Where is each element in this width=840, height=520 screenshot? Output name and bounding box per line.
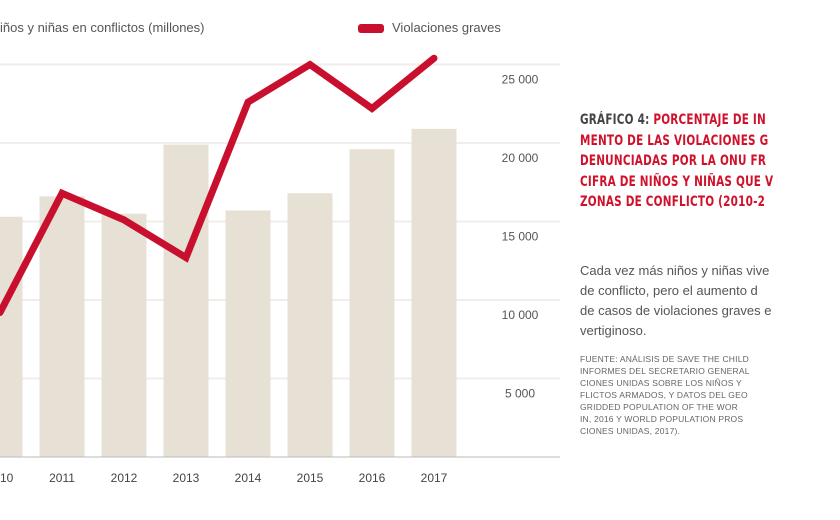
bar-2015 bbox=[287, 193, 333, 458]
bar-2011 bbox=[39, 196, 85, 457]
bar-2013 bbox=[163, 144, 209, 457]
x-tick-label: 2012 bbox=[111, 471, 138, 485]
bars bbox=[0, 128, 457, 458]
title-lead: GRÁFICO 4: bbox=[580, 112, 650, 128]
bar-2016 bbox=[349, 149, 395, 457]
y-tick-label: 15 000 bbox=[502, 230, 539, 244]
bar-2014 bbox=[225, 210, 271, 457]
legend-bars-label: iños y niñas en conflictos (millones) bbox=[0, 20, 205, 35]
legend-line: Violaciones graves bbox=[358, 20, 501, 35]
x-tick-label: 2017 bbox=[421, 471, 448, 485]
title-line: PORCENTAJE DE IN bbox=[653, 112, 766, 128]
bar-2012 bbox=[101, 213, 147, 457]
line-series bbox=[0, 54, 438, 317]
title-line: MENTO DE LAS VIOLACIONES G bbox=[580, 132, 769, 149]
title-line: DENUNCIADAS POR LA ONU FR bbox=[580, 153, 767, 169]
chart-title: GRÁFICO 4: PORCENTAJE DE IN MENTO DE LAS… bbox=[580, 110, 840, 213]
gridlines bbox=[0, 63, 560, 380]
x-tick-label: 2016 bbox=[359, 471, 386, 485]
violaciones-line bbox=[0, 54, 438, 317]
description: Cada vez más niños y niñas vive de confl… bbox=[580, 262, 772, 338]
title-line: ZONAS DE CONFLICTO (2010-2 bbox=[580, 194, 766, 210]
y-tick-label: 5 000 bbox=[505, 387, 535, 401]
side-panel: GRÁFICO 4: PORCENTAJE DE IN MENTO DE LAS… bbox=[580, 110, 840, 437]
y-tick-labels: 5 000 10 000 15 000 20 000 25 000 bbox=[502, 73, 539, 401]
bar-2017 bbox=[411, 128, 457, 457]
x-tick-labels: 2010 2011 2012 2013 2014 2015 2016 2017 bbox=[0, 471, 448, 485]
x-tick-label: 2014 bbox=[235, 471, 262, 485]
source-note: FUENTE: ANÁLISIS DE SAVE THE CHILD INFOR… bbox=[580, 353, 750, 436]
x-tick-label: 2011 bbox=[49, 471, 75, 485]
legend-line-swatch bbox=[358, 24, 384, 34]
y-tick-label: 25 000 bbox=[502, 73, 539, 87]
y-tick-label: 20 000 bbox=[502, 151, 539, 165]
y-tick-label: 10 000 bbox=[502, 308, 539, 322]
x-tick-label: 2010 bbox=[0, 471, 14, 485]
x-tick-label: 2013 bbox=[173, 471, 200, 485]
bar-2010 bbox=[0, 216, 23, 457]
legend-line-label: Violaciones graves bbox=[392, 20, 501, 35]
legend-bars: iños y niñas en conflictos (millones) bbox=[0, 20, 204, 35]
x-tick-label: 2015 bbox=[297, 471, 324, 485]
title-line: CIFRA DE NIÑOS Y NIÑAS QUE V bbox=[580, 173, 774, 190]
